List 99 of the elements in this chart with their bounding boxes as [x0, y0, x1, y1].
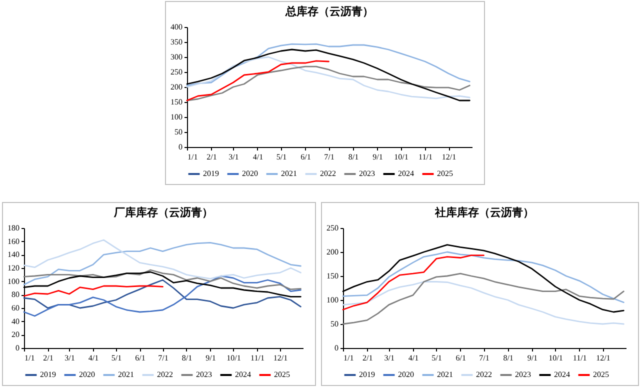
x-tick-label: 7/1: [324, 152, 334, 162]
line-series: [23, 285, 164, 297]
x-tick-label: 12/1: [273, 354, 288, 362]
y-tick-label: 50: [330, 320, 338, 328]
line-series: [23, 279, 302, 309]
line-series: [342, 254, 484, 310]
legend-label: 2022: [476, 370, 492, 379]
legend-label: 2023: [196, 370, 212, 379]
legend-label: 2024: [554, 370, 570, 379]
y-tick-label: 140: [8, 250, 20, 260]
x-tick-label: 3/1: [64, 354, 75, 362]
x-tick-label: 4/1: [408, 354, 419, 362]
legend-label: 2021: [281, 169, 297, 178]
legend-label: 2024: [235, 370, 251, 379]
legend-label: 2025: [437, 169, 453, 178]
x-tick-label: 10/1: [548, 354, 563, 362]
x-tick-label: 1/1: [24, 354, 35, 362]
line-series: [186, 43, 470, 86]
line-series: [186, 60, 330, 102]
x-tick-label: 4/1: [88, 354, 99, 362]
x-tick-label: 11/1: [250, 354, 264, 362]
y-tick-label: 120: [8, 264, 20, 272]
y-tick-label: 20: [12, 330, 20, 340]
legend-label: 2019: [359, 370, 375, 379]
legend-label: 2022: [320, 169, 336, 178]
y-tick-label: 250: [170, 68, 182, 76]
line-series: [23, 239, 302, 280]
chart-title: 总库存（云沥青）: [284, 5, 374, 18]
chart-title: 厂库库存（云沥青）: [113, 206, 213, 219]
x-tick-label: 1/1: [188, 152, 198, 162]
legend-label: 2025: [593, 370, 609, 379]
legend-label: 2019: [40, 370, 56, 379]
y-tick-label: 150: [170, 98, 182, 106]
y-tick-label: 100: [170, 112, 182, 122]
legend-label: 2020: [398, 370, 414, 379]
y-tick-label: 60: [12, 304, 20, 312]
x-tick-label: 11/1: [418, 152, 432, 162]
y-tick-label: 150: [326, 272, 338, 280]
line-series: [342, 281, 624, 325]
x-tick-label: 8/1: [503, 354, 514, 362]
legend-label: 2024: [398, 169, 414, 178]
y-tick-label: 40: [12, 316, 20, 326]
x-tick-label: 10/1: [226, 354, 241, 362]
line-series: [23, 242, 302, 286]
legend-label: 2022: [157, 370, 173, 379]
line-series: [342, 272, 624, 325]
chart-title: 社库库存（云沥青）: [434, 206, 534, 219]
x-tick-label: 12/1: [596, 354, 610, 362]
legend-label: 2023: [515, 370, 531, 379]
x-tick-label: 6/1: [135, 354, 146, 362]
y-tick-label: 80: [12, 290, 20, 300]
legend-label: 2019: [203, 169, 219, 178]
y-tick-label: 160: [8, 236, 20, 246]
x-tick-label: 9/1: [527, 354, 538, 362]
x-tick-label: 9/1: [372, 152, 383, 162]
x-tick-label: 2/1: [362, 354, 373, 362]
y-tick-label: 300: [170, 52, 182, 62]
y-tick-label: 0: [334, 344, 338, 352]
x-tick-label: 5/1: [276, 152, 287, 162]
legend-label: 2020: [242, 169, 258, 178]
legend-label: 2020: [79, 370, 95, 379]
x-tick-label: 5/1: [111, 354, 122, 362]
x-tick-label: 8/1: [182, 354, 192, 362]
x-tick-label: 5/1: [432, 354, 442, 362]
y-tick-label: 0: [178, 142, 182, 152]
y-tick-label: 0: [16, 344, 20, 352]
y-tick-label: 100: [8, 276, 20, 286]
legend-label: 2021: [437, 370, 453, 379]
x-tick-label: 11/1: [572, 354, 587, 362]
line-series: [186, 66, 470, 102]
legend-label: 2021: [118, 370, 134, 379]
y-tick-label: 180: [8, 224, 20, 232]
x-tick-label: 7/1: [158, 354, 168, 362]
x-tick-label: 10/1: [394, 152, 408, 162]
x-tick-label: 6/1: [456, 354, 466, 362]
x-tick-label: 2/1: [43, 354, 54, 362]
x-tick-label: 3/1: [384, 354, 394, 362]
x-tick-label: 1/1: [344, 354, 354, 362]
x-tick-label: 12/1: [442, 152, 456, 162]
line-series: [186, 56, 470, 100]
x-tick-label: 7/1: [479, 354, 490, 362]
y-tick-label: 50: [174, 128, 182, 136]
x-tick-label: 3/1: [228, 152, 239, 162]
line-series: [23, 269, 302, 290]
legend-label: 2023: [359, 169, 375, 178]
y-tick-label: 350: [170, 38, 182, 46]
legend-label: 2025: [274, 370, 290, 379]
x-tick-label: 6/1: [300, 152, 311, 162]
y-tick-label: 400: [170, 22, 182, 32]
x-tick-label: 4/1: [252, 152, 264, 162]
x-tick-label: 8/1: [348, 152, 359, 162]
line-series: [342, 251, 624, 304]
line-series: [23, 275, 302, 317]
y-tick-label: 100: [326, 296, 338, 304]
x-tick-label: 9/1: [206, 354, 216, 362]
y-tick-label: 250: [326, 224, 338, 232]
y-tick-label: 200: [170, 82, 182, 92]
x-tick-label: 2/1: [206, 152, 217, 162]
y-tick-label: 200: [326, 248, 338, 256]
